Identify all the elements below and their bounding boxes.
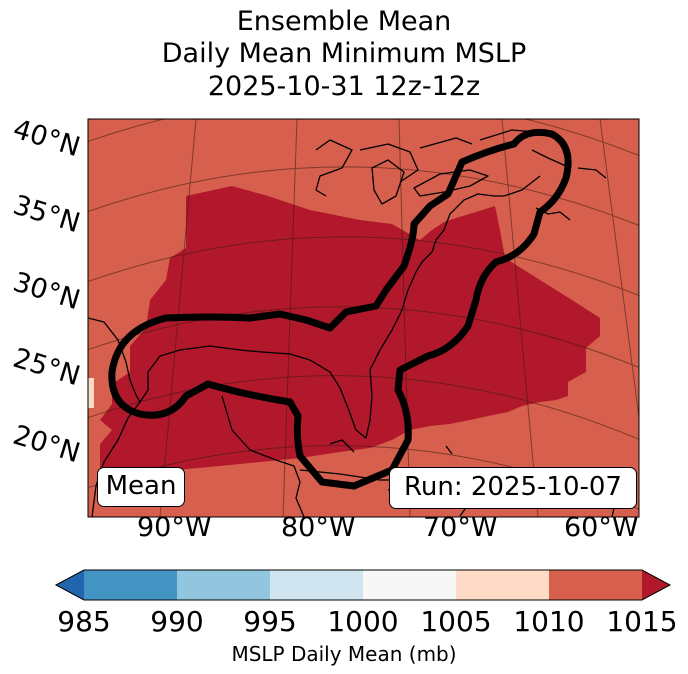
colorbar-outline	[54, 569, 672, 601]
colorbar-segment-1005-1010	[456, 570, 549, 600]
lon-label-80w: 80°W	[281, 512, 356, 543]
run-date-box: Run: 2025-10-07	[389, 467, 637, 509]
lon-label-60w: 60°W	[564, 512, 639, 543]
colorbar-title: MSLP Daily Mean (mb)	[231, 642, 457, 666]
title-line-1: Ensemble Mean	[236, 6, 452, 37]
map-frame	[87, 118, 640, 518]
colorbar	[54, 569, 672, 601]
title-line-3: 2025-10-31 12z-12z	[207, 71, 481, 102]
colorbar-tick-990: 990	[150, 605, 204, 638]
colorbar-extend-low	[56, 570, 84, 600]
colorbar-tick-1010: 1010	[513, 605, 585, 638]
colorbar-segment-990-995	[177, 570, 270, 600]
colorbar-tick-1000: 1000	[327, 605, 399, 638]
colorbar-tick-1005: 1005	[420, 605, 492, 638]
colorbar-segment-1010-1015	[549, 570, 642, 600]
lon-label-90w: 90°W	[137, 512, 212, 543]
colorbar-extend-high	[642, 570, 670, 600]
colorbar-segment-985-990	[84, 570, 177, 600]
colorbar-segment-1000-1005	[363, 570, 456, 600]
colorbar-tick-995: 995	[243, 605, 297, 638]
lon-label-70w: 70°W	[423, 512, 498, 543]
title-line-2: Daily Mean Minimum MSLP	[161, 38, 527, 69]
mean-label-box: Mean	[97, 467, 185, 507]
graticule	[88, 119, 639, 517]
colorbar-tick-1015: 1015	[606, 605, 678, 638]
pressure-patch-1005	[88, 378, 94, 408]
colorbar-tick-985: 985	[57, 605, 111, 638]
mslp-contour-1015	[108, 128, 572, 490]
colorbar-segment-995-1000	[270, 570, 363, 600]
